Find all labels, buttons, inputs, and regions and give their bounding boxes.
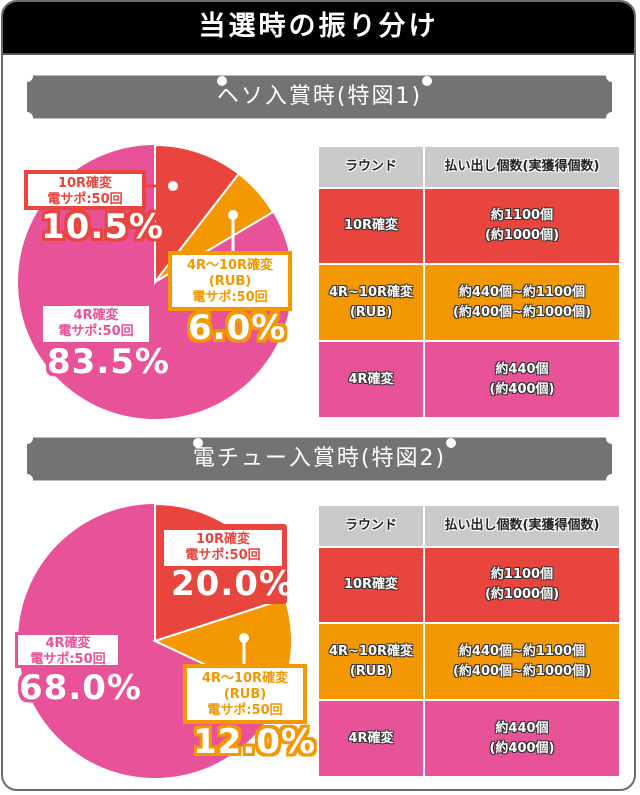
section-1-title: ヘソ入賞時(特図1) [216,84,423,109]
row-4r-payout: 約440個 (約400個) [423,699,621,778]
row-10r-round: 10R確変 [317,546,425,624]
row-4r-round: 4R確変 [317,699,425,778]
section-1-ribbon: ヘソ入賞時(特図1) [21,70,618,124]
row-rub-payout: 約440個~約1100個 (約400個~約1000個) [423,263,621,342]
row-10r-round: 10R確変 [317,187,425,265]
label-10r-2: 10R確変 電サポ:50回 [164,530,282,566]
pct-4r-1: 83.5% [47,342,170,382]
payout-table-1: ラウンド 払い出し個数(実獲得個数) 10R確変 約1100個 (約1000個) … [317,145,621,419]
col-payout: 払い出し個数(実獲得個数) [423,504,621,548]
label-10r-1: 10R確変 電サポ:50回 [24,170,146,210]
label-rub-2: 4R〜10R確変 (RUB) 電サポ:50回 [183,664,307,724]
page-title: 当選時の振り分け [3,2,634,55]
section-2-title: 電チュー入賞時(特図2) [192,446,447,471]
payout-table-2: ラウンド 払い出し個数(実獲得個数) 10R確変 約1100個 (約1000個) … [317,504,621,778]
label-4r-1: 4R確変 電サポ:50回 [43,306,149,342]
col-round: ラウンド [317,145,425,189]
col-payout: 払い出し個数(実獲得個数) [423,145,621,189]
label-4r-2: 4R確変 電サポ:50回 [15,632,121,668]
row-rub-round: 4R~10R確変 (RUB) [317,263,425,342]
section-2-ribbon: 電チュー入賞時(特図2) [21,432,618,486]
pct-10r-2: 20.0% [171,564,294,604]
pct-rub-1: 6.0% [188,308,287,348]
pct-10r-1: 10.5% [41,207,164,247]
row-10r-payout: 約1100個 (約1000個) [423,187,621,265]
row-4r-payout: 約440個 (約400個) [423,340,621,419]
row-rub-payout: 約440個~約1100個 (約400個~約1000個) [423,622,621,701]
pie-chart-1 [18,143,292,419]
slice-10r-1 [154,143,241,285]
pct-rub-2: 12.0% [193,722,316,762]
row-4r-round: 4R確変 [317,340,425,419]
pct-4r-2: 68.0% [19,668,142,708]
col-round: ラウンド [317,504,425,548]
label-rub-1: 4R〜10R確変 (RUB) 電サポ:50回 [168,251,292,311]
row-10r-payout: 約1100個 (約1000個) [423,546,621,624]
row-rub-round: 4R~10R確変 (RUB) [317,622,425,701]
